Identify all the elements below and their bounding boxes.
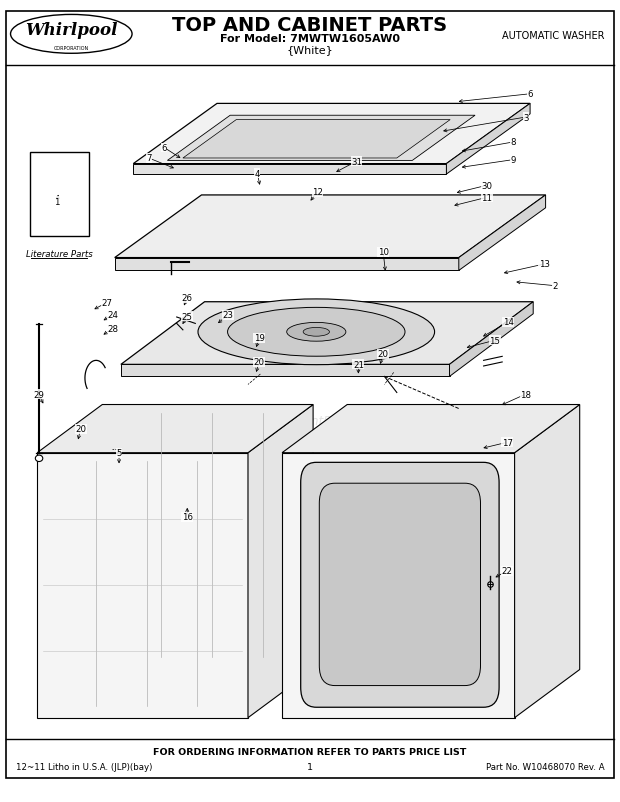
Text: 29: 29 xyxy=(33,390,44,399)
Text: 20: 20 xyxy=(254,358,265,367)
Polygon shape xyxy=(450,302,533,377)
Text: 15: 15 xyxy=(489,336,500,346)
Text: 12~11 Litho in U.S.A. (JLP)(bay): 12~11 Litho in U.S.A. (JLP)(bay) xyxy=(16,762,152,772)
Polygon shape xyxy=(183,120,450,159)
Text: 21: 21 xyxy=(353,360,364,370)
Text: 17: 17 xyxy=(502,438,513,448)
Polygon shape xyxy=(37,405,313,453)
Text: 4: 4 xyxy=(255,169,260,179)
Text: 25: 25 xyxy=(182,312,193,322)
Polygon shape xyxy=(282,453,515,718)
Text: 27: 27 xyxy=(101,298,112,308)
Text: 30: 30 xyxy=(481,181,492,191)
Text: 12: 12 xyxy=(312,188,323,197)
Ellipse shape xyxy=(303,328,329,337)
Text: eReplacementParts.com: eReplacementParts.com xyxy=(234,415,386,427)
Text: 10: 10 xyxy=(378,248,389,257)
Polygon shape xyxy=(515,405,580,718)
Text: 18: 18 xyxy=(520,390,531,399)
Text: 28: 28 xyxy=(107,324,118,334)
Polygon shape xyxy=(459,196,546,271)
Text: 20: 20 xyxy=(75,424,86,434)
Text: TOP AND CABINET PARTS: TOP AND CABINET PARTS xyxy=(172,16,448,35)
Polygon shape xyxy=(248,405,313,718)
Text: 6: 6 xyxy=(528,90,533,99)
Ellipse shape xyxy=(228,308,405,357)
Text: 13: 13 xyxy=(539,260,550,269)
FancyBboxPatch shape xyxy=(319,484,480,686)
Text: 2: 2 xyxy=(552,282,557,291)
Text: 9: 9 xyxy=(511,156,516,165)
Polygon shape xyxy=(282,405,580,453)
Text: Literature Parts: Literature Parts xyxy=(26,249,92,258)
Polygon shape xyxy=(115,258,459,271)
Text: 26: 26 xyxy=(182,294,193,303)
Ellipse shape xyxy=(286,323,346,342)
Text: 31: 31 xyxy=(351,157,362,167)
Text: 14: 14 xyxy=(503,318,514,327)
Polygon shape xyxy=(167,116,475,161)
FancyBboxPatch shape xyxy=(301,463,499,707)
Polygon shape xyxy=(133,164,446,175)
Text: 1: 1 xyxy=(307,762,313,772)
Text: 20: 20 xyxy=(378,350,389,359)
Polygon shape xyxy=(115,196,546,258)
Text: Part No. W10468070 Rev. A: Part No. W10468070 Rev. A xyxy=(486,762,604,772)
Text: 7: 7 xyxy=(146,154,151,164)
Bar xyxy=(30,152,89,237)
Polygon shape xyxy=(446,104,530,175)
Ellipse shape xyxy=(35,456,43,462)
Polygon shape xyxy=(37,453,248,718)
Text: 5: 5 xyxy=(117,448,122,458)
Text: 1: 1 xyxy=(55,197,60,207)
Text: For Model: 7MWTW1605AW0: For Model: 7MWTW1605AW0 xyxy=(220,34,400,43)
Text: {White}: {White} xyxy=(286,45,334,55)
Text: 6: 6 xyxy=(162,144,167,153)
Text: AUTOMATIC WASHER: AUTOMATIC WASHER xyxy=(502,31,604,41)
Polygon shape xyxy=(121,302,533,365)
Text: FOR ORDERING INFORMATION REFER TO PARTS PRICE LIST: FOR ORDERING INFORMATION REFER TO PARTS … xyxy=(153,747,467,756)
Text: 19: 19 xyxy=(254,334,265,343)
Text: 24: 24 xyxy=(107,310,118,320)
Text: 22: 22 xyxy=(502,566,513,576)
Ellipse shape xyxy=(198,299,435,365)
Text: 16: 16 xyxy=(182,512,193,522)
Polygon shape xyxy=(121,365,450,377)
Text: 8: 8 xyxy=(511,138,516,148)
Polygon shape xyxy=(133,104,530,164)
Text: 23: 23 xyxy=(223,310,234,320)
Text: 11: 11 xyxy=(481,193,492,203)
Text: 3: 3 xyxy=(523,113,528,123)
